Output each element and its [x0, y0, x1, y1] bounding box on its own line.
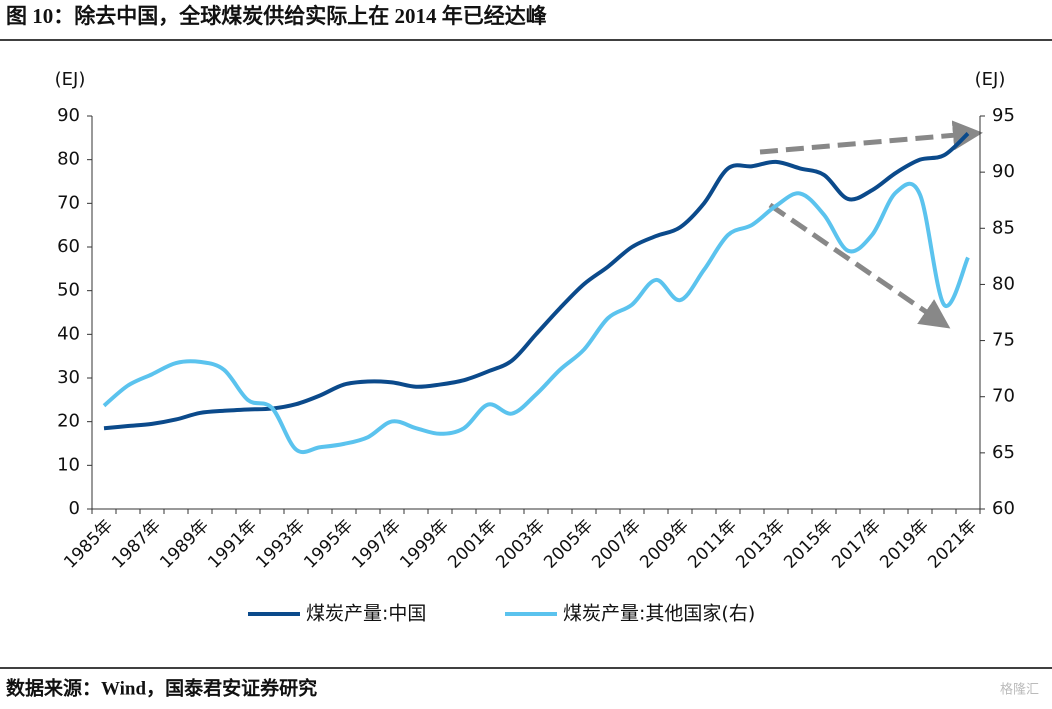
x-tick-label: 2009年: [636, 516, 693, 573]
y-tick-label: 90: [57, 105, 80, 126]
series-line: [102, 181, 970, 455]
x-tick-label: 2021年: [924, 516, 981, 573]
x-tick-label: 2011年: [684, 516, 741, 573]
x-tick-label: 1989年: [156, 516, 213, 573]
y2-tick-label: 75: [992, 330, 1015, 351]
x-tick-label: 2013年: [732, 516, 789, 573]
y-tick-label: 10: [57, 454, 80, 475]
trend-arrow: [759, 120, 983, 155]
y-tick-label: 40: [57, 323, 80, 344]
x-tick-label: 1993年: [252, 516, 309, 573]
y2-tick-label: 95: [992, 105, 1015, 126]
y-tick-label: 50: [57, 280, 80, 301]
x-tick-label: 1995年: [300, 516, 357, 573]
series-line: [103, 131, 970, 431]
x-tick-label: 2019年: [876, 516, 933, 573]
x-tick-label: 1997年: [348, 516, 405, 573]
y2-tick-label: 65: [992, 442, 1015, 463]
x-tick-label: 1999年: [396, 516, 453, 573]
x-tick-label: 2015年: [780, 516, 837, 573]
y-unit: (EJ): [55, 69, 86, 90]
legend-label: 煤炭产量:其他国家(右): [563, 603, 755, 625]
legend-label: 煤炭产量:中国: [306, 603, 426, 625]
title: 图 10：除去中国，全球煤炭供给实际上在 2014 年已经达峰: [6, 4, 547, 28]
watermark: 格隆汇: [1000, 682, 1039, 698]
y-tick-label: 20: [57, 411, 80, 432]
y-tick-label: 60: [57, 236, 80, 257]
x-tick-label: 2005年: [540, 516, 597, 573]
y2-tick-label: 85: [992, 217, 1015, 238]
y2-tick-label: 80: [992, 273, 1015, 294]
trend-arrow: [768, 202, 951, 329]
y2-tick-label: 90: [992, 161, 1015, 182]
source: 数据来源：Wind，国泰君安证券研究: [6, 676, 317, 699]
y-tick-label: 70: [57, 192, 80, 213]
x-tick-label: 1987年: [108, 516, 165, 573]
y-tick-label: 30: [57, 367, 80, 388]
y-tick-label: 80: [57, 149, 80, 170]
y2-tick-label: 70: [992, 386, 1015, 407]
y2-tick-label: 60: [992, 498, 1015, 519]
y-tick-label: 0: [69, 498, 80, 519]
x-tick-label: 2003年: [492, 516, 549, 573]
y2-unit: (EJ): [975, 69, 1006, 90]
x-tick-label: 1991年: [204, 516, 261, 573]
x-tick-label: 1985年: [60, 516, 117, 573]
x-tick-label: 2007年: [588, 516, 645, 573]
x-tick-label: 2001年: [444, 516, 501, 573]
x-tick-label: 2017年: [828, 516, 885, 573]
